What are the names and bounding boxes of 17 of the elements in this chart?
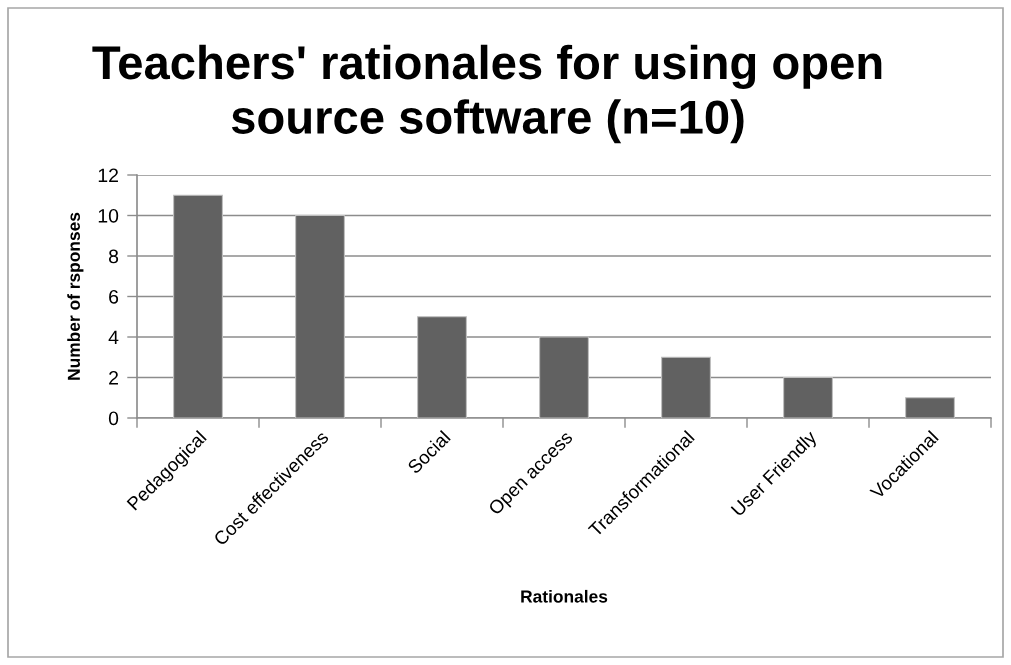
y-tick-label: 4	[108, 330, 119, 345]
y-tick-label: 12	[98, 168, 118, 183]
bar	[783, 376, 833, 418]
y-axis-title: Number of rsponses	[67, 212, 84, 380]
x-axis-title: Rationales	[521, 589, 608, 603]
bar	[905, 397, 955, 418]
chart-title: Teachers' rationales for using open source software (n=10)	[92, 44, 882, 144]
bar	[417, 316, 467, 418]
y-tick-label: 6	[109, 289, 119, 304]
y-tick-label: 0	[108, 411, 119, 426]
y-tick-label: 2	[109, 370, 118, 385]
y-tick-label: 8	[108, 249, 119, 264]
bar	[173, 194, 223, 418]
bar	[295, 214, 345, 418]
bar	[661, 356, 711, 418]
bar	[539, 336, 589, 418]
y-tick-label: 10	[98, 208, 119, 223]
